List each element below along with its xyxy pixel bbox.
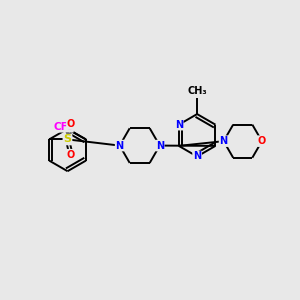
Text: N: N <box>220 136 228 146</box>
Text: O: O <box>67 119 75 129</box>
Text: S: S <box>64 134 71 144</box>
Text: O: O <box>258 136 266 146</box>
Text: O: O <box>67 150 75 160</box>
Text: N: N <box>116 141 124 151</box>
Text: CF₃: CF₃ <box>54 122 73 132</box>
Text: N: N <box>175 120 183 130</box>
Text: N: N <box>156 141 164 151</box>
Text: CH₃: CH₃ <box>188 86 208 96</box>
Text: N: N <box>193 152 201 161</box>
